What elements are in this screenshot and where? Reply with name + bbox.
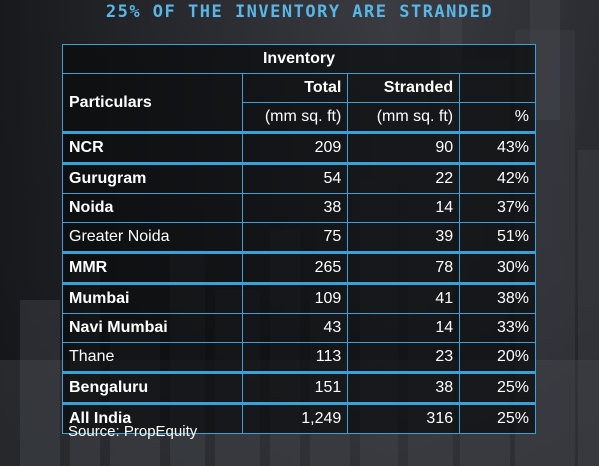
pct-header-empty bbox=[459, 73, 536, 103]
row-stranded: 41 bbox=[347, 282, 461, 314]
source-note: Source: PropEquity bbox=[68, 423, 198, 440]
particulars-header: Particulars bbox=[62, 73, 243, 133]
table-row: MMR 265 78 30% bbox=[62, 251, 536, 284]
row-name: All India bbox=[62, 402, 243, 434]
row-stranded: 38 bbox=[347, 371, 461, 404]
inventory-table: Inventory Particulars Total Stranded (mm… bbox=[62, 44, 536, 434]
row-stranded: 39 bbox=[347, 222, 461, 253]
row-pct: 37% bbox=[459, 193, 536, 223]
row-name: Navi Mumbai bbox=[62, 313, 243, 343]
inventory-table-container: Inventory Particulars Total Stranded (mm… bbox=[62, 44, 536, 434]
row-pct: 20% bbox=[459, 342, 536, 373]
row-name: Greater Noida bbox=[62, 222, 243, 253]
table-header-row-group: Inventory bbox=[62, 44, 536, 74]
row-total: 54 bbox=[241, 162, 349, 194]
row-total: 209 bbox=[241, 131, 349, 164]
row-total: 113 bbox=[241, 342, 349, 373]
row-pct: 33% bbox=[459, 313, 536, 343]
table-row: Mumbai 109 41 38% bbox=[62, 282, 536, 314]
row-stranded: 14 bbox=[347, 313, 461, 343]
table-header-row-columns: Particulars Total Stranded bbox=[62, 73, 536, 133]
row-name: Mumbai bbox=[62, 282, 243, 314]
table-row: Thane 113 23 20% bbox=[62, 342, 536, 373]
stranded-header: Stranded bbox=[347, 73, 461, 103]
row-total: 265 bbox=[241, 251, 349, 284]
stranded-unit: (mm sq. ft) bbox=[347, 102, 461, 133]
row-stranded: 316 bbox=[347, 402, 461, 434]
row-total: 151 bbox=[241, 371, 349, 404]
row-pct: 38% bbox=[459, 282, 536, 314]
row-total: 43 bbox=[241, 313, 349, 343]
row-name: Thane bbox=[62, 342, 243, 373]
table-row: Navi Mumbai 43 14 33% bbox=[62, 313, 536, 343]
inventory-group-header: Inventory bbox=[62, 44, 536, 74]
row-pct: 25% bbox=[459, 402, 536, 434]
table-row: All India 1,249 316 25% bbox=[62, 402, 536, 434]
table-row: Gurugram 54 22 42% bbox=[62, 162, 536, 194]
row-stranded: 23 bbox=[347, 342, 461, 373]
row-pct: 42% bbox=[459, 162, 536, 194]
total-header: Total bbox=[241, 73, 349, 103]
row-name: Gurugram bbox=[62, 162, 243, 194]
row-total: 109 bbox=[241, 282, 349, 314]
row-name: NCR bbox=[62, 131, 243, 164]
row-total: 38 bbox=[241, 193, 349, 223]
table-header-row-units: (mm sq. ft) (mm sq. ft) % bbox=[63, 102, 536, 133]
total-unit: (mm sq. ft) bbox=[241, 102, 349, 133]
row-total: 1,249 bbox=[241, 402, 349, 434]
row-pct: 51% bbox=[459, 222, 536, 253]
row-pct: 43% bbox=[459, 131, 536, 164]
row-total: 75 bbox=[241, 222, 349, 253]
table-row: Bengaluru 151 38 25% bbox=[62, 371, 536, 404]
row-pct: 25% bbox=[459, 371, 536, 404]
row-stranded: 14 bbox=[347, 193, 461, 223]
table-row: Greater Noida 75 39 51% bbox=[62, 222, 536, 253]
row-name: Noida bbox=[62, 193, 243, 223]
table-row: Noida 38 14 37% bbox=[62, 193, 536, 223]
row-stranded: 90 bbox=[347, 131, 461, 164]
row-name: Bengaluru bbox=[62, 371, 243, 404]
row-stranded: 22 bbox=[347, 162, 461, 194]
pct-unit: % bbox=[459, 102, 536, 133]
row-pct: 30% bbox=[459, 251, 536, 284]
table-row: NCR 209 90 43% bbox=[62, 131, 536, 164]
row-stranded: 78 bbox=[347, 251, 461, 284]
row-name: MMR bbox=[62, 251, 243, 284]
page-title: 25% OF THE INVENTORY ARE STRANDED bbox=[105, 2, 494, 22]
